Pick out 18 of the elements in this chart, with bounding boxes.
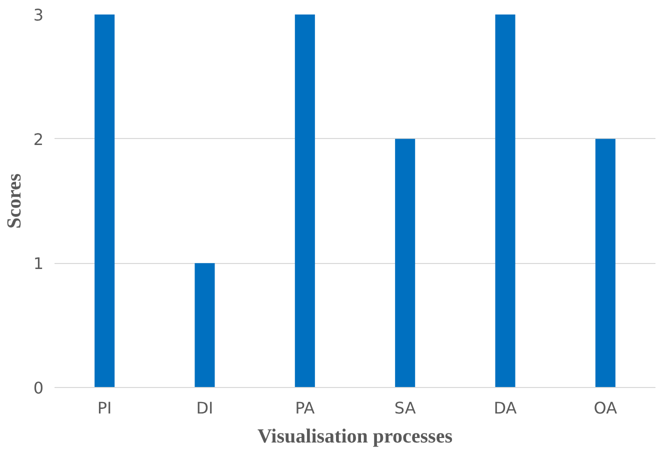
x-tick-label: DA xyxy=(494,398,517,418)
bar xyxy=(495,14,516,388)
x-tick-label: OA xyxy=(594,398,618,418)
y-axis-title: Scores xyxy=(3,173,26,229)
bar xyxy=(194,263,215,388)
y-tick-label: 3 xyxy=(33,6,44,24)
bar xyxy=(595,138,616,388)
x-axis-title: Visualisation processes xyxy=(257,426,453,448)
x-tick-label: PA xyxy=(295,398,315,418)
bar xyxy=(294,14,315,388)
x-tick-label: PI xyxy=(97,398,112,418)
y-tick-label: 0 xyxy=(33,378,44,398)
y-tick-label: 1 xyxy=(33,254,44,274)
y-tick-label: 2 xyxy=(33,130,44,149)
bar xyxy=(94,14,115,388)
bar xyxy=(395,138,416,388)
x-tick-label: SA xyxy=(394,398,416,418)
x-tick-label: DI xyxy=(196,398,214,418)
